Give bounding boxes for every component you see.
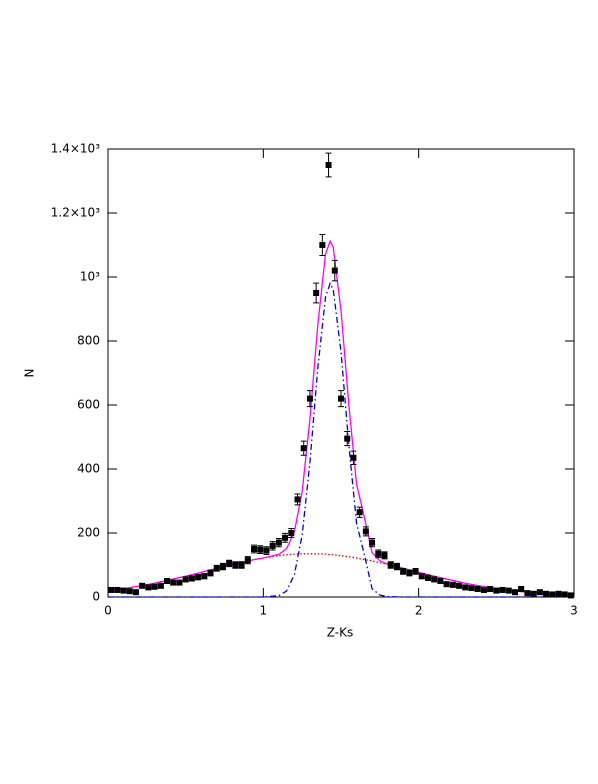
data-point: [400, 568, 407, 575]
data-point: [244, 557, 251, 564]
data-point: [412, 568, 419, 575]
data-point: [387, 562, 394, 568]
data-point: [344, 435, 351, 442]
data-point: [518, 586, 525, 592]
data-point: [524, 590, 531, 597]
data-point: [561, 591, 568, 598]
data-point: [319, 242, 326, 248]
data-point: [232, 562, 239, 568]
data-point: [219, 563, 226, 570]
data-point: [188, 575, 195, 582]
data-point: [108, 586, 115, 593]
data-point: [505, 587, 512, 594]
data-point: [555, 590, 562, 597]
data-point: [393, 563, 400, 570]
data-point: [275, 539, 282, 546]
data-point: [306, 395, 313, 402]
data-point: [238, 562, 245, 568]
x-tick-label: 0: [104, 604, 112, 618]
plot-frame: [107, 148, 575, 598]
data-point: [176, 579, 183, 586]
data-point: [350, 454, 357, 461]
data-point: [325, 162, 332, 168]
data-point: [549, 591, 556, 598]
data-point: [468, 585, 475, 592]
data-point: [300, 445, 307, 452]
data-point: [369, 539, 376, 546]
data-point: [151, 583, 158, 590]
data-point: [139, 582, 146, 589]
data-point: [313, 290, 320, 296]
data-point: [126, 588, 133, 595]
data-point: [263, 547, 270, 554]
y-tick-label: 1.2×10³: [51, 206, 100, 220]
y-tick-label: 10³: [80, 270, 100, 284]
x-axis-label: Z-Ks: [327, 626, 353, 640]
data-point: [530, 590, 537, 597]
data-point: [120, 587, 127, 594]
data-point: [449, 581, 456, 588]
data-point: [195, 574, 202, 581]
data-point: [456, 582, 463, 589]
data-point: [282, 534, 289, 541]
data-point: [251, 546, 258, 552]
y-tick-label: 400: [77, 462, 100, 476]
data-point: [257, 546, 264, 553]
y-tick-label: 0: [92, 590, 100, 604]
y-tick-label: 200: [77, 526, 100, 540]
data-point: [288, 530, 295, 536]
data-point: [164, 578, 171, 584]
x-tick-label: 2: [415, 604, 423, 618]
data-point: [375, 550, 382, 557]
data-point: [226, 560, 233, 567]
y-tick-label: 1.4×10³: [51, 142, 100, 156]
data-point: [294, 496, 301, 503]
fit-curve: [107, 239, 575, 597]
data-point: [406, 570, 413, 576]
data-point: [487, 586, 494, 592]
data-point: [543, 590, 550, 597]
data-point: [480, 586, 487, 593]
data-point: [170, 579, 177, 586]
data-point: [418, 573, 425, 580]
data-point: [201, 573, 208, 580]
data-point: [132, 589, 139, 596]
data-point: [493, 587, 500, 594]
data-point: [474, 586, 481, 592]
data-point: [157, 582, 164, 589]
data-point: [213, 565, 220, 572]
y-tick-label: 600: [77, 398, 100, 412]
data-point: [431, 576, 438, 583]
x-tick-label: 3: [570, 604, 578, 618]
data-point: [443, 581, 450, 588]
data-point: [362, 528, 369, 535]
fit-curve: [108, 281, 574, 598]
data-point: [182, 576, 189, 583]
data-point: [381, 552, 388, 559]
data-point: [424, 574, 431, 581]
data-point: [356, 509, 363, 516]
data-point: [114, 586, 121, 593]
data-point: [511, 589, 518, 596]
data-point: [331, 267, 338, 274]
data-point: [462, 584, 469, 591]
data-point: [536, 589, 543, 596]
data-point: [207, 570, 214, 576]
data-point: [145, 584, 152, 591]
y-axis-label: N: [23, 369, 37, 378]
x-tick-label: 1: [260, 604, 268, 618]
data-point: [437, 578, 444, 584]
data-point: [499, 586, 506, 593]
data-point: [269, 542, 276, 549]
y-tick-label: 800: [77, 334, 100, 348]
data-point: [567, 592, 574, 599]
data-point: [338, 395, 344, 402]
